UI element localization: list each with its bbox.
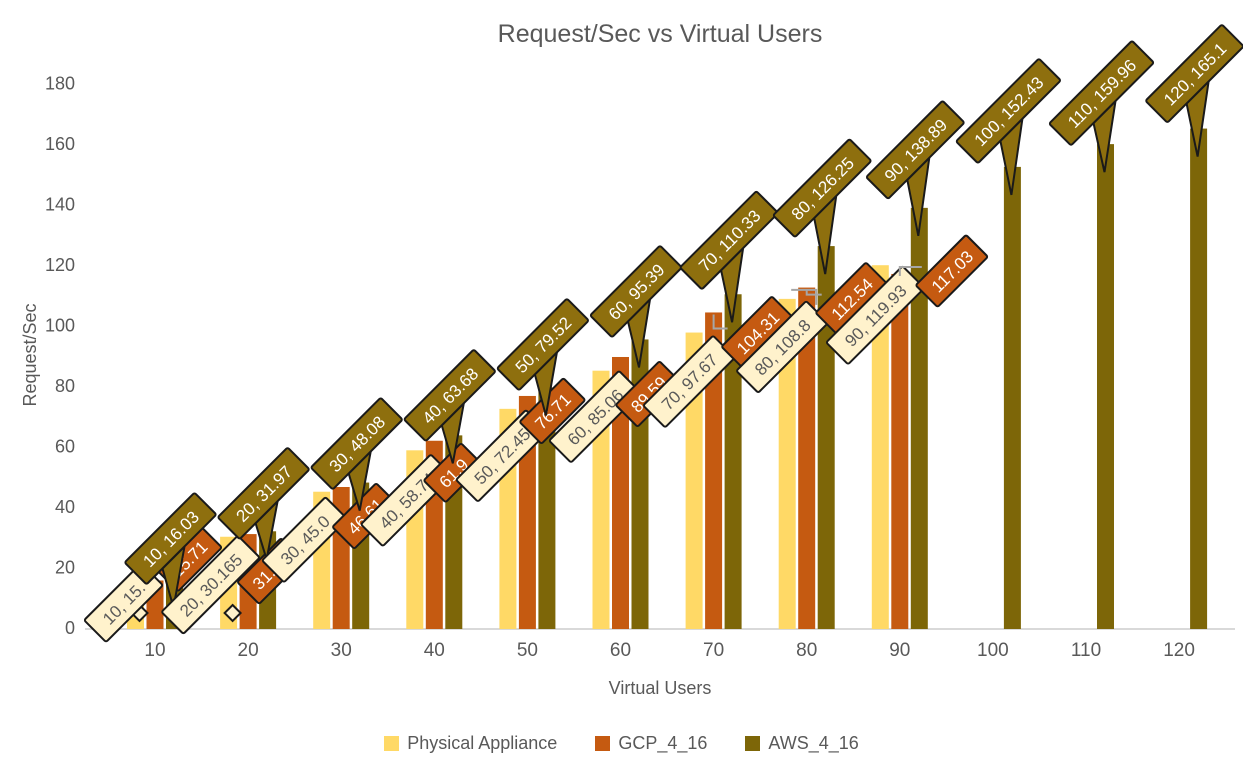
legend-swatch-gcp — [595, 736, 611, 751]
leader-line — [712, 314, 728, 330]
y-tick-label: 20 — [55, 558, 75, 578]
y-tick-label: 0 — [65, 618, 75, 638]
y-tick-label: 80 — [55, 376, 75, 396]
x-tick-label: 50 — [517, 640, 538, 661]
chart-title: Request/Sec vs Virtual Users — [497, 20, 823, 48]
x-tick-label: 20 — [238, 640, 259, 661]
callout-box — [679, 190, 779, 290]
y-tick-label: 120 — [45, 255, 75, 275]
bar-gcp-4-16-70 — [705, 312, 723, 629]
legend-label: AWS_4_16 — [768, 733, 859, 753]
x-axis-title: Virtual Users — [608, 678, 712, 698]
callout-box — [548, 370, 642, 463]
bar-aws-4-16-110 — [1097, 144, 1114, 629]
bar-physical-appliance-90 — [871, 265, 889, 629]
callout-box — [865, 100, 965, 200]
bar-physical-appliance-80 — [778, 298, 796, 629]
callout-box — [772, 138, 872, 238]
legend-label: GCP_4_16 — [618, 733, 708, 753]
callout-box — [496, 298, 589, 391]
callout-box — [124, 492, 217, 585]
y-tick-label: 160 — [45, 134, 75, 154]
leader-line — [898, 265, 922, 276]
callout-box — [825, 265, 925, 365]
callout-box — [261, 496, 348, 583]
x-tick-label: 100 — [977, 640, 1009, 661]
x-tick-label: 90 — [889, 640, 910, 661]
bar-physical-appliance-70 — [685, 332, 703, 629]
callout-box — [1048, 40, 1155, 146]
callout-box — [915, 234, 989, 308]
x-tick-label: 60 — [610, 640, 631, 661]
legend-item-physical-appliance: Physical Appliance — [384, 733, 557, 754]
data-label-callout: 46.61 — [332, 482, 399, 550]
bar-aws-4-16-70 — [724, 294, 742, 629]
x-tick-label: 120 — [1163, 640, 1195, 661]
callout-box — [589, 245, 683, 338]
x-tick-label: 70 — [703, 640, 724, 661]
callout-box — [1145, 24, 1243, 123]
legend-item-gcp-4-16: GCP_4_16 — [595, 733, 707, 754]
callout-box — [403, 349, 496, 442]
legend: Physical Appliance GCP_4_16 AWS_4_16 — [0, 733, 1243, 754]
y-tick-label: 140 — [45, 195, 75, 215]
callout-box — [161, 535, 260, 635]
x-tick-label: 110 — [1071, 640, 1101, 661]
bar-gcp-4-16-60 — [612, 356, 629, 629]
data-label-callout: 30, 48.08 — [310, 397, 403, 490]
callout-tail-diamond — [223, 603, 243, 623]
y-tick-label: 100 — [45, 316, 75, 336]
x-tick-label: 80 — [796, 640, 817, 661]
legend-swatch-aws — [745, 736, 761, 751]
x-tick-label: 10 — [144, 640, 165, 661]
leader-line — [805, 289, 822, 296]
y-tick-label: 40 — [55, 497, 75, 517]
callout-box — [217, 447, 310, 540]
callout-box — [955, 58, 1061, 164]
bar-gcp-4-16-80 — [798, 287, 816, 629]
y-tick-label: 180 — [45, 74, 75, 94]
legend-label: Physical Appliance — [407, 733, 558, 753]
leader-line — [791, 288, 818, 305]
x-tick-label: 40 — [424, 640, 445, 661]
x-tick-label: 30 — [331, 640, 352, 661]
bar-aws-4-16-120 — [1190, 128, 1208, 629]
bar-gcp-4-16-90 — [891, 273, 909, 629]
legend-item-aws-4-16: AWS_4_16 — [745, 733, 859, 754]
legend-swatch-physical — [384, 736, 400, 751]
bar-aws-4-16-50 — [538, 387, 556, 629]
y-tick-label: 60 — [55, 437, 75, 457]
bar-aws-4-16-90 — [910, 207, 928, 629]
callout-box — [310, 397, 403, 490]
bar-aws-4-16-100 — [1003, 166, 1021, 630]
